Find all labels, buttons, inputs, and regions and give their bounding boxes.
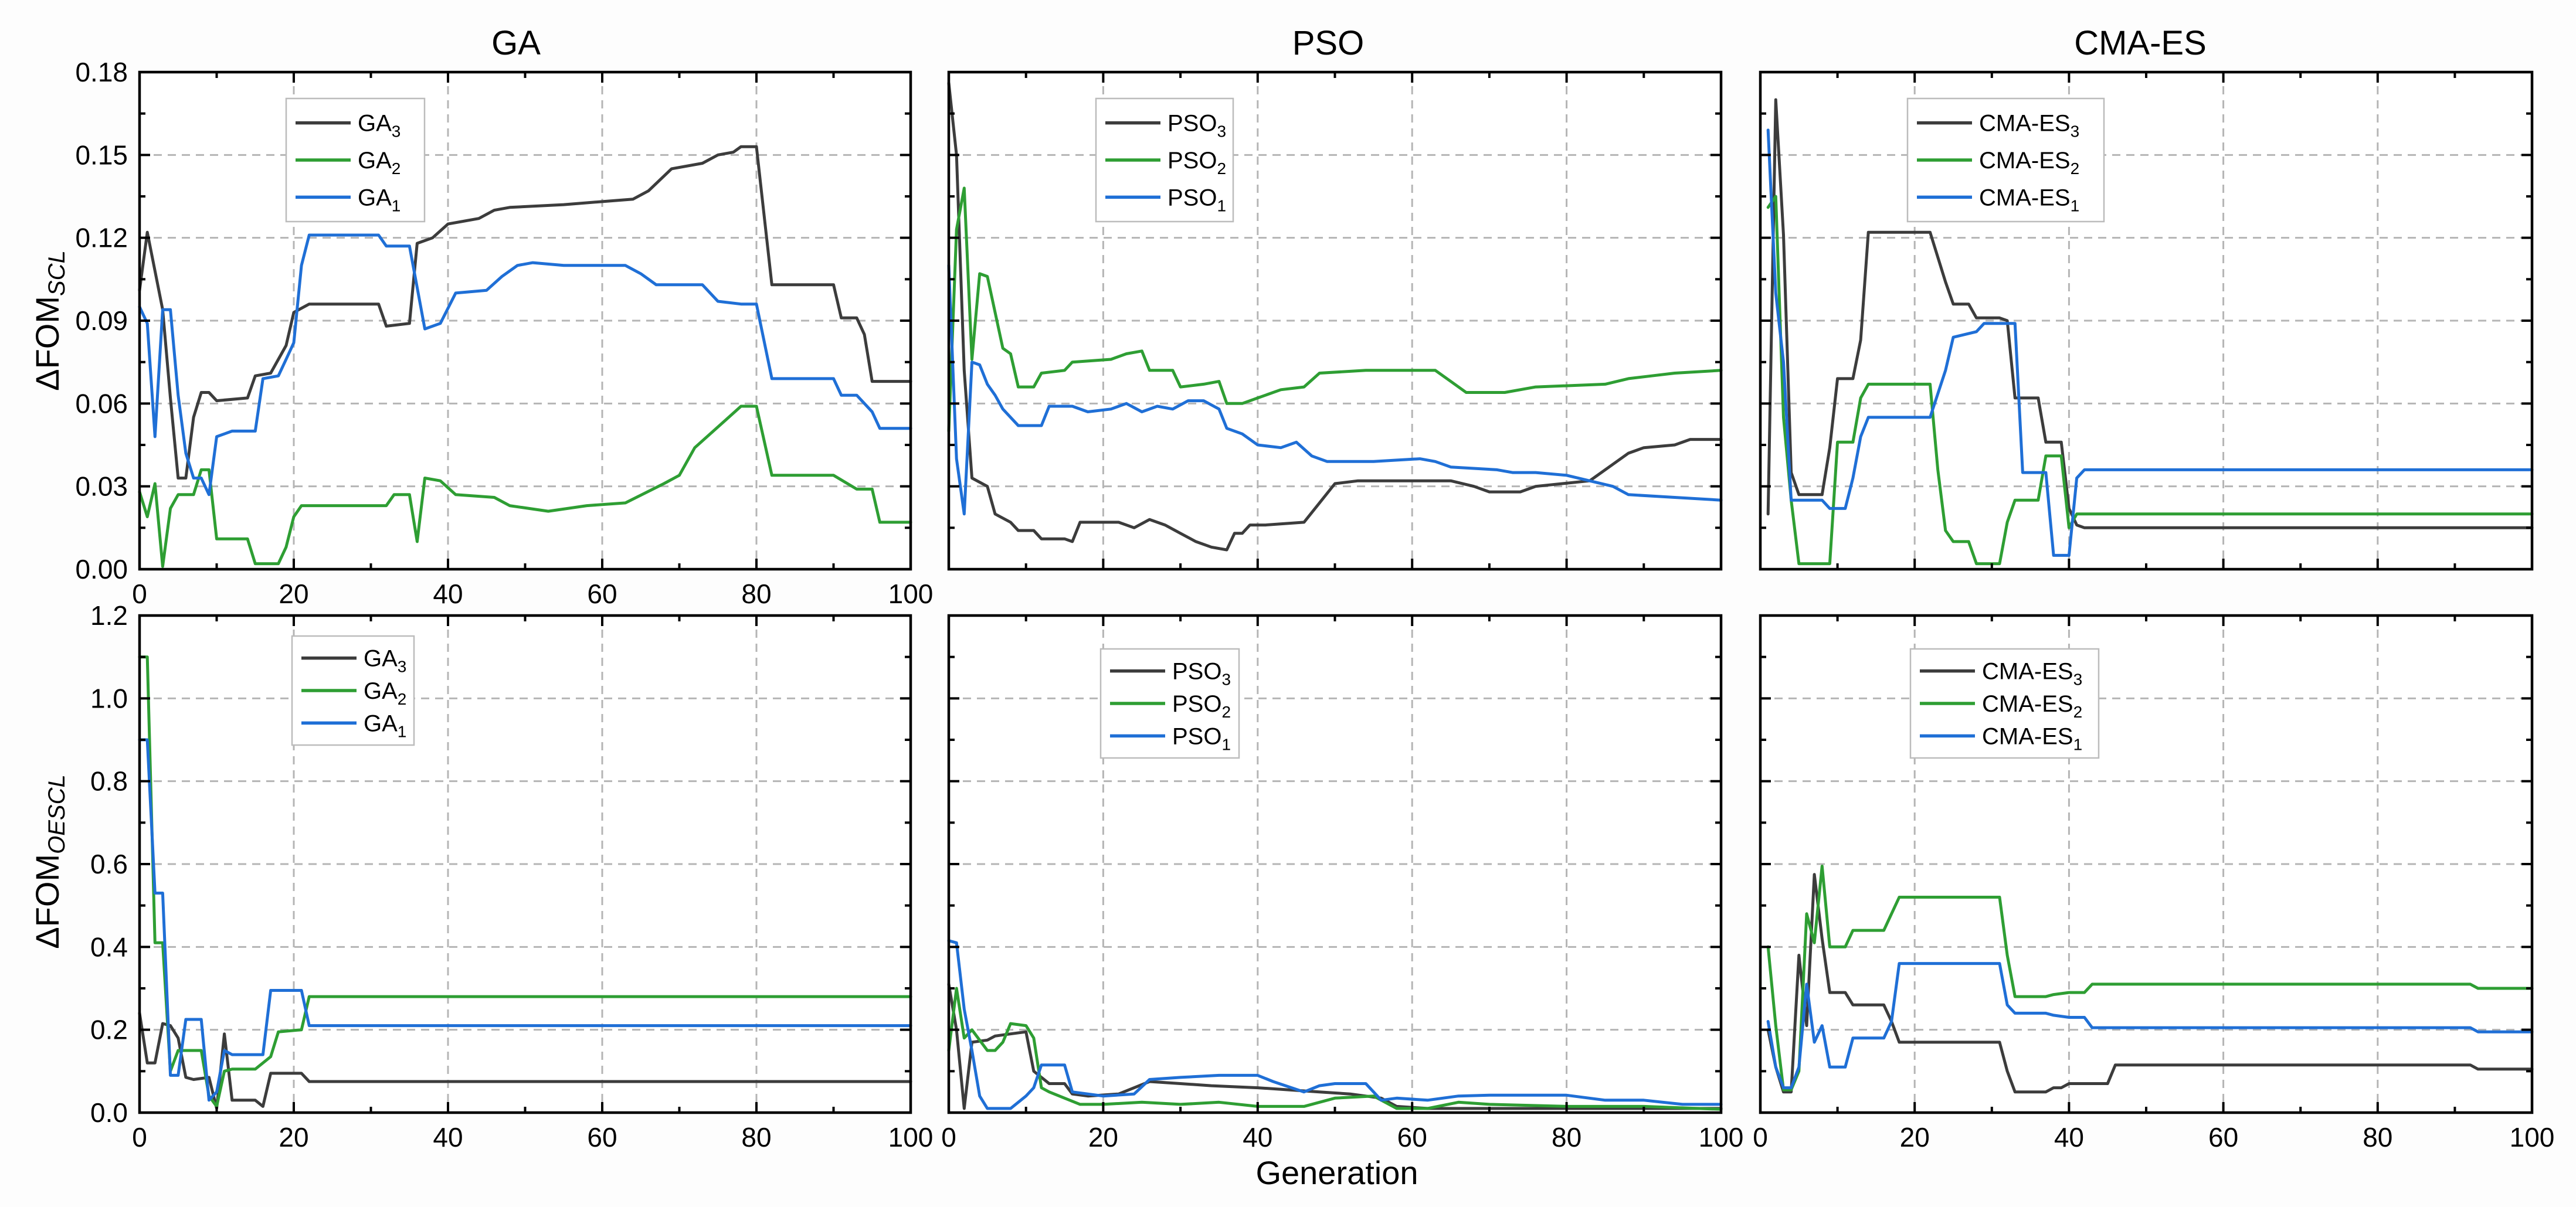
y-tick-label: 0.12 [75,223,128,253]
series-line-ga-1 [138,738,912,1102]
y-tick-label: 0.15 [75,140,128,170]
legend-label: PSO3 [1167,111,1226,141]
legend-label: GA1 [364,710,406,740]
series-line-pso-1 [947,264,1723,516]
y-tick-label: 0.2 [90,1015,128,1045]
y-tick-label: 0.09 [75,305,128,336]
series-line-cma-es-1 [1766,962,2534,1090]
x-tick-label: 40 [1243,1122,1272,1152]
series-line-cma-es-3 [1766,873,2534,1094]
legend-label: PSO2 [1167,148,1226,178]
y-tick-label: 0.18 [75,57,128,87]
x-tick-label: 80 [741,579,771,609]
column-title-pso: PSO [1292,24,1365,62]
legend: CMA-ES3 CMA-ES2 CMA-ES1 [1906,97,2105,223]
y-tick-label: 1.2 [90,600,128,631]
legend-label: CMA-ES3 [1979,111,2079,141]
series-line-ga-2 [138,655,912,1108]
x-tick-label: 0 [941,1122,956,1152]
legend-label: PSO2 [1172,691,1231,721]
series-line-pso-3 [947,81,1723,552]
series-line-ga-2 [138,404,912,568]
legend-label: GA1 [358,185,401,215]
legend-label: CMA-ES3 [1982,659,2082,689]
legend-label: CMA-ES2 [1979,148,2079,178]
x-tick-label: 20 [1900,1122,1930,1152]
column-title-cmaes: CMA-ES [2074,24,2207,62]
series-line-ga-3 [138,1011,912,1110]
series-line-ga-1 [138,233,912,497]
x-tick-label: 0 [132,579,147,609]
legend-label: PSO1 [1167,185,1226,215]
x-tick-label: 20 [1088,1122,1118,1152]
x-tick-label: 60 [2208,1122,2238,1152]
series-line-cma-es-2 [1766,195,2534,566]
x-tick-label: 20 [279,1122,308,1152]
x-tick-label: 100 [2510,1122,2555,1152]
y-tick-label: 0.06 [75,388,128,419]
series-line-cma-es-1 [1766,128,2534,557]
legend-label: CMA-ES2 [1982,691,2082,721]
y-tick-label: 0.6 [90,849,128,879]
ylabel-scl: ΔFOMSCL [29,250,70,391]
x-tick-label: 80 [1552,1122,1581,1152]
y-tick-label: 0.8 [90,766,128,797]
ylabel-oescl: ΔFOMOESCL [29,774,70,948]
x-tick-label: 100 [888,579,934,609]
y-tick-label: 1.0 [90,683,128,713]
series-line-ga-3 [138,145,912,480]
legend: GA3 GA2 GA1 [285,97,426,223]
legend-label: CMA-ES1 [1982,723,2082,753]
legend-label: GA3 [364,646,406,676]
x-tick-label: 40 [433,1122,463,1152]
x-tick-label: 100 [888,1122,934,1152]
x-tick-label: 60 [587,1122,617,1152]
panel-cmaes-scl: CMA-ES3 CMA-ES2 CMA-ES1 [1759,70,2534,571]
x-tick-label: 0 [1753,1122,1768,1152]
y-tick-label: 0.00 [75,554,128,584]
x-tick-label: 80 [741,1122,771,1152]
x-tick-label: 100 [1699,1122,1744,1152]
legend-label: PSO3 [1172,659,1231,689]
series-line-pso-1 [947,939,1723,1110]
legend-label: CMA-ES1 [1979,185,2079,215]
x-tick-label: 60 [587,579,617,609]
y-tick-label: 0.03 [75,471,128,502]
x-tick-label: 40 [2054,1122,2084,1152]
series-line-pso-2 [947,186,1723,433]
legend-label: GA2 [358,148,401,178]
x-tick-label: 60 [1397,1122,1427,1152]
legend: PSO3 PSO2 PSO1 [1095,97,1234,223]
x-tick-label: 80 [2363,1122,2392,1152]
x-tick-label: 0 [132,1122,147,1152]
xlabel: Generation [1255,1154,1418,1191]
y-tick-label: 0.4 [90,931,128,962]
x-tick-label: 20 [279,579,308,609]
y-tick-label: 0.0 [90,1097,128,1128]
panel-pso-scl: PSO3 PSO2 PSO1 [947,70,1723,571]
panel-ga-oescl: 0 20 40 60 80 100 0.0 0.2 0.4 0.6 0.8 1.0 1.2 GA3GA2G… [90,600,933,1152]
legend-label: GA2 [364,678,406,708]
x-tick-label: 40 [433,579,463,609]
column-title-ga: GA [491,24,541,62]
legend-label: GA3 [358,111,401,141]
series-line-cma-es-3 [1766,98,2534,529]
panel-ga-scl: 0 20 40 60 80 100 0.00 0.03 0.06 0.09 0.12 0.15 0.18… [75,57,933,609]
legend-label: PSO1 [1172,723,1231,753]
